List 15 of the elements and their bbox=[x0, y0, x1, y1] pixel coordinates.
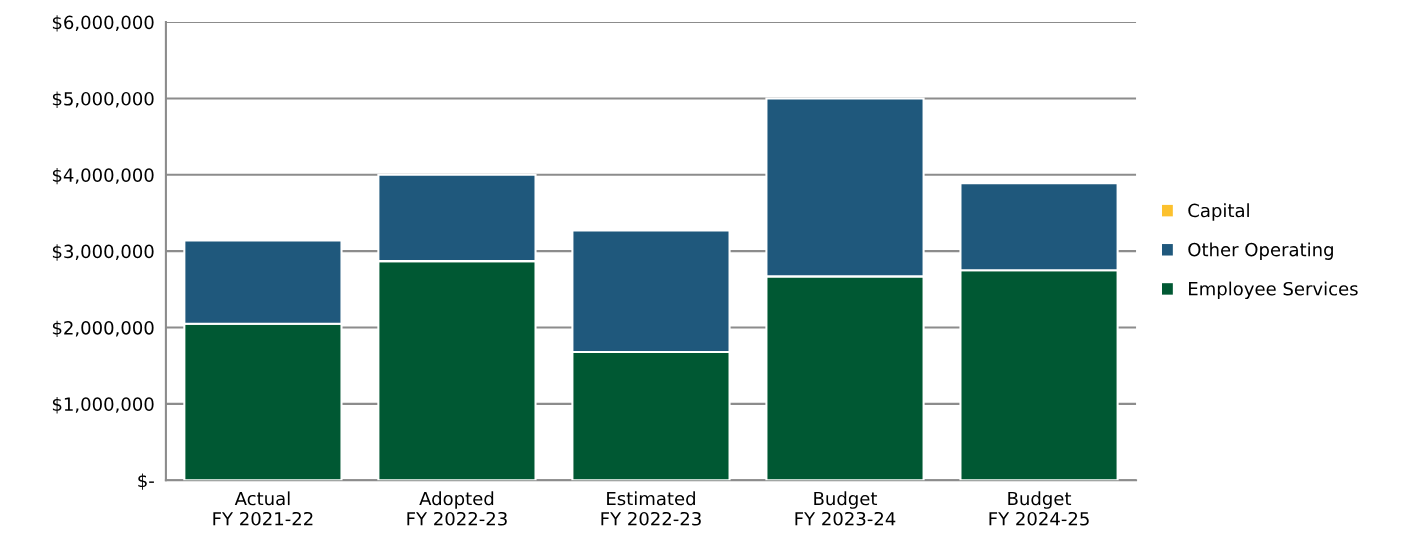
y-tick-label: $4,000,000 bbox=[52, 167, 154, 185]
x-tick-label: Budget FY 2024-25 bbox=[989, 491, 1089, 526]
legend-label: Capital bbox=[1188, 203, 1249, 221]
x-tick-label: Adopted FY 2022-23 bbox=[407, 491, 507, 526]
x-tick-label: Estimated FY 2022-23 bbox=[601, 491, 701, 526]
x-tick-label: Actual FY 2021-22 bbox=[213, 491, 313, 526]
y-tick-label: $- bbox=[138, 473, 154, 490]
legend-label: Other Operating bbox=[1188, 242, 1333, 260]
legend-label: Employee Services bbox=[1189, 281, 1358, 300]
y-tick-label: $5,000,000 bbox=[52, 91, 154, 108]
x-tick-label: Budget FY 2023-24 bbox=[795, 491, 896, 526]
y-tick-label: $1,000,000 bbox=[52, 397, 154, 414]
y-tick-label: $2,000,000 bbox=[52, 320, 154, 338]
y-tick-label: $3,000,000 bbox=[52, 244, 154, 261]
y-tick-label: $6,000,000 bbox=[52, 15, 154, 32]
